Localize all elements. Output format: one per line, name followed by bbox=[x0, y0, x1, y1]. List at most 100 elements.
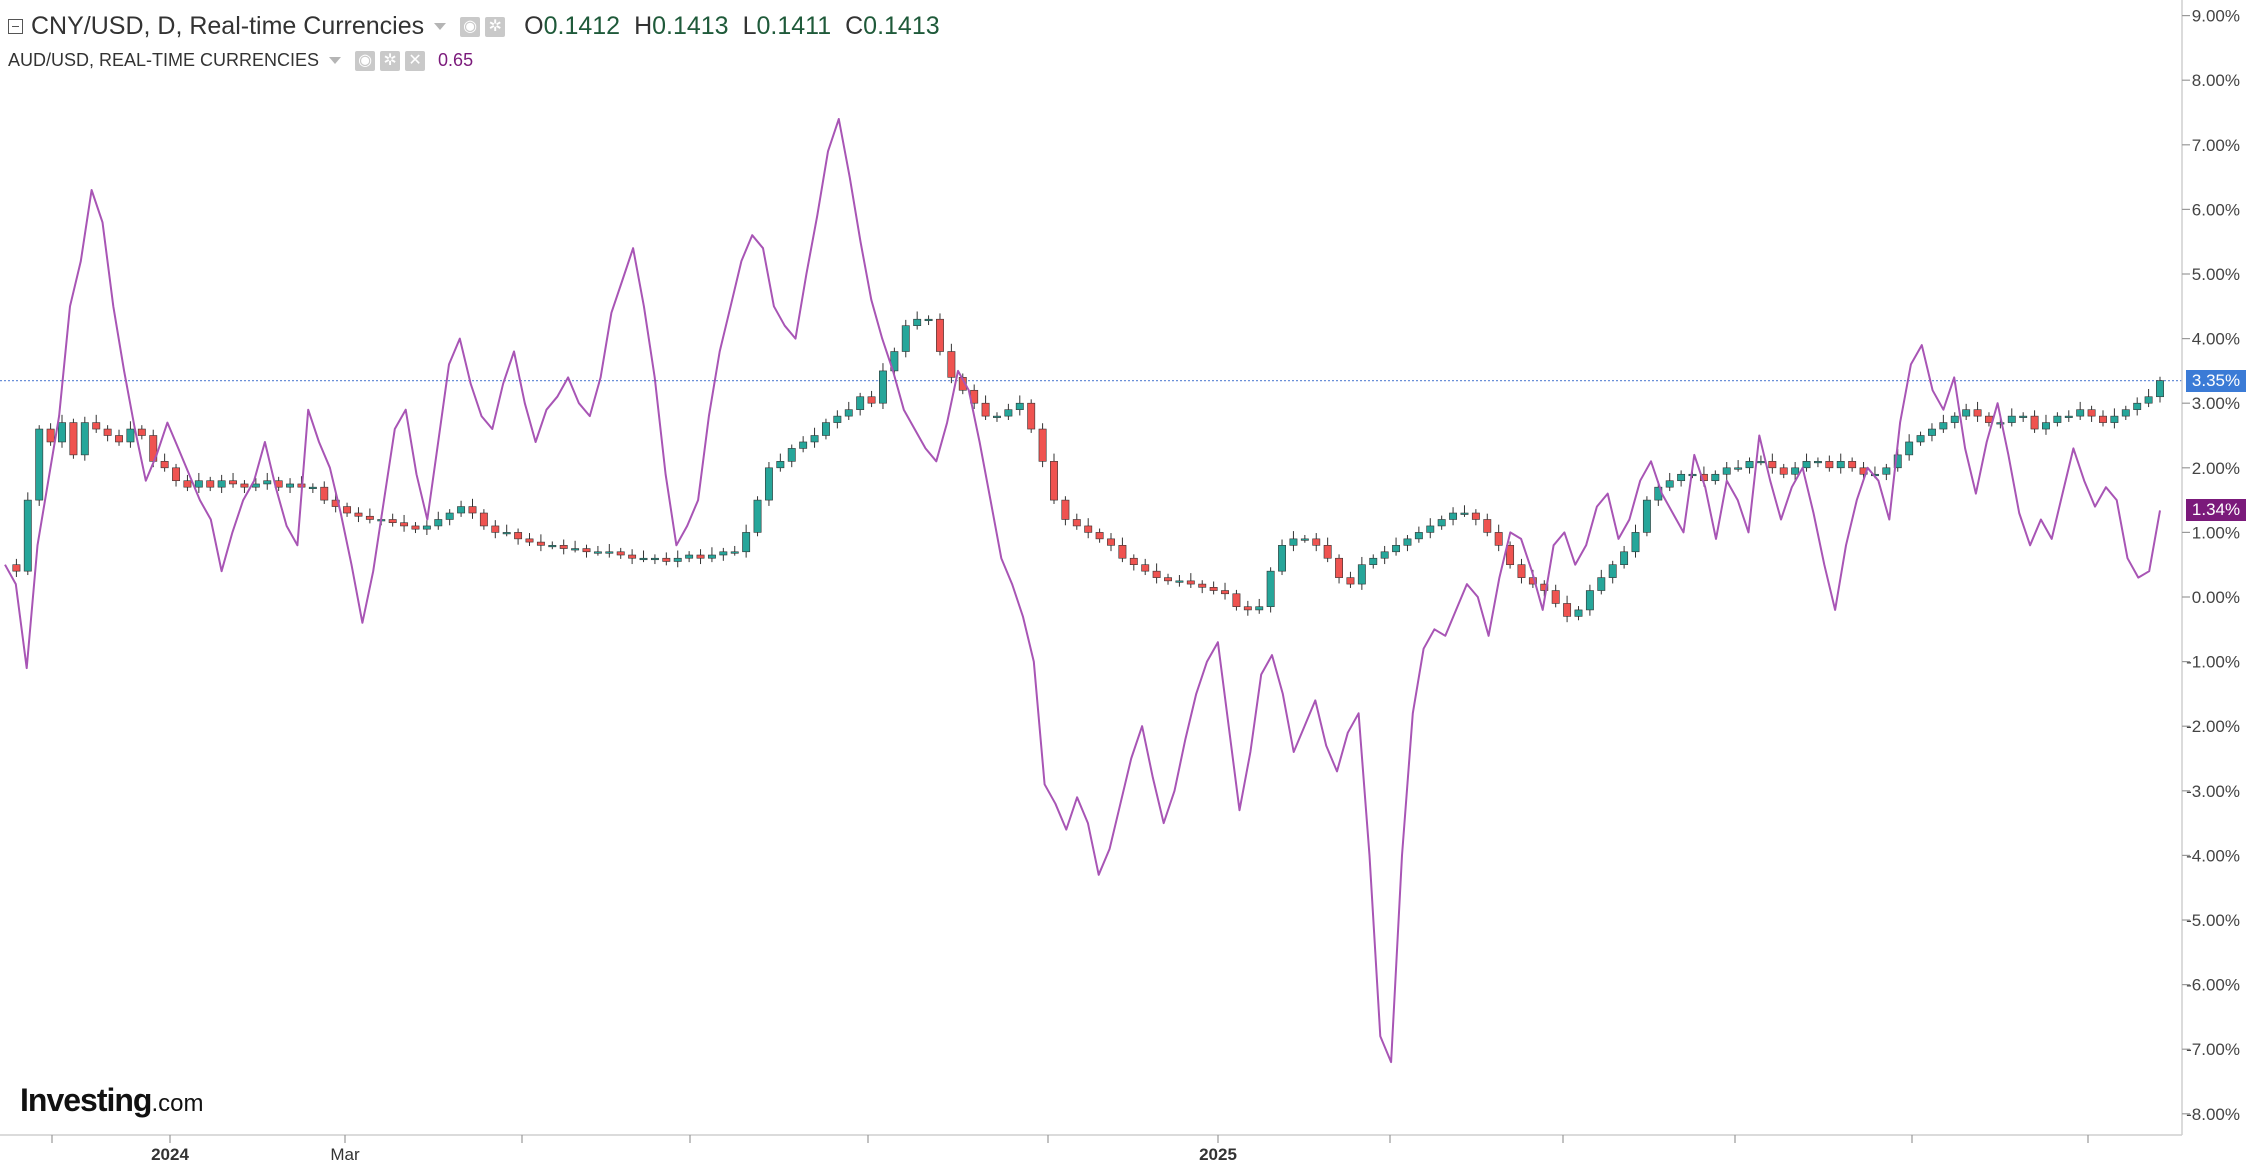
candle-body bbox=[1129, 557, 1138, 565]
comparison-series-legend: AUD/USD, REAL-TIME CURRENCIES ◉ ✲ ✕ 0.65 bbox=[8, 50, 473, 71]
candle-body bbox=[742, 532, 751, 553]
y-tick-label: -4.00% bbox=[2186, 846, 2240, 865]
candle-body bbox=[685, 554, 694, 559]
candle-body bbox=[1186, 580, 1195, 585]
candle-body bbox=[445, 512, 454, 520]
candle-body bbox=[1813, 461, 1822, 464]
y-axis[interactable]: 9.00% 8.00% 7.00% 6.00% 5.00% 4.00% 3.00% 2.00%… bbox=[2182, 7, 2240, 1124]
candle-body bbox=[1380, 551, 1389, 559]
candle-body bbox=[1038, 428, 1047, 462]
candle-body bbox=[810, 435, 819, 443]
eye-icon[interactable]: ◉ bbox=[355, 50, 376, 71]
candle-body bbox=[936, 318, 944, 352]
candle-body bbox=[2144, 396, 2153, 404]
candle-body bbox=[2030, 415, 2039, 430]
gear-icon[interactable]: ✲ bbox=[380, 50, 401, 71]
candle-body bbox=[1243, 606, 1252, 611]
candle-body bbox=[468, 506, 477, 514]
y-tick-label: 3.00% bbox=[2192, 394, 2240, 413]
main-series-title[interactable]: CNY/USD, D, Real-time Currencies bbox=[31, 12, 425, 40]
close-icon[interactable]: ✕ bbox=[405, 50, 426, 71]
candle-body bbox=[958, 377, 967, 391]
y-tick-label: 2.00% bbox=[2192, 459, 2240, 478]
candle-body bbox=[1711, 473, 1720, 482]
dropdown-caret-icon[interactable] bbox=[329, 57, 342, 64]
candle-body bbox=[1015, 402, 1024, 410]
close-value: 0.1413 bbox=[863, 12, 940, 40]
candle-body bbox=[1414, 532, 1423, 540]
candle-body bbox=[160, 461, 169, 469]
candle-body bbox=[434, 519, 443, 527]
candle-body bbox=[194, 480, 203, 488]
candle-body bbox=[320, 486, 329, 501]
y-tick-label: 8.00% bbox=[2192, 71, 2240, 90]
candle-body bbox=[913, 318, 922, 326]
candle-body bbox=[1916, 435, 1925, 443]
candle-body bbox=[787, 448, 796, 462]
candle-body bbox=[69, 422, 78, 456]
y-tick-label: -6.00% bbox=[2186, 976, 2240, 995]
candle-body bbox=[2099, 415, 2107, 423]
candle-body bbox=[981, 402, 990, 417]
candle-body bbox=[924, 318, 933, 322]
candle-body bbox=[1836, 461, 1845, 469]
candle-body bbox=[1791, 467, 1800, 475]
candle-body bbox=[1631, 532, 1640, 553]
candle-body bbox=[103, 428, 112, 436]
candle-body bbox=[365, 515, 374, 520]
candle-body bbox=[1403, 538, 1412, 546]
candle-body bbox=[1882, 467, 1891, 475]
candle-body bbox=[92, 422, 101, 430]
candle-body bbox=[23, 499, 32, 572]
candle-body bbox=[400, 522, 409, 527]
candle-body bbox=[730, 551, 739, 554]
candle-body bbox=[582, 548, 591, 553]
candle-body bbox=[571, 548, 580, 551]
candle-body bbox=[879, 370, 887, 404]
candle-body bbox=[1928, 428, 1936, 436]
candle-body bbox=[593, 551, 602, 554]
candle-body bbox=[1164, 577, 1172, 582]
candle-body bbox=[308, 486, 317, 489]
candle-body bbox=[2133, 402, 2142, 410]
eye-icon[interactable]: ◉ bbox=[460, 16, 481, 37]
candle-body bbox=[616, 551, 625, 556]
candle-body bbox=[1905, 441, 1914, 456]
close-label: C bbox=[845, 12, 864, 40]
candle-body bbox=[1506, 545, 1515, 566]
candle-body bbox=[696, 554, 705, 559]
candle-body bbox=[1517, 564, 1526, 578]
y-tick-label: -7.00% bbox=[2186, 1040, 2240, 1059]
collapse-icon[interactable] bbox=[8, 19, 23, 34]
candle-body bbox=[251, 483, 260, 488]
candle-body bbox=[1996, 422, 2005, 425]
candle-body bbox=[217, 480, 226, 488]
candle-body bbox=[833, 415, 842, 423]
candle-body bbox=[1426, 525, 1435, 533]
candle-body bbox=[1118, 545, 1127, 559]
aud-usd-line bbox=[4, 118, 2161, 1064]
high-value: 0.1413 bbox=[652, 12, 729, 40]
candle-body bbox=[639, 557, 648, 561]
candle-body bbox=[1734, 467, 1743, 470]
candle-body bbox=[502, 532, 511, 535]
candle-body bbox=[2076, 409, 2085, 417]
y-tick-label: 6.00% bbox=[2192, 200, 2240, 219]
candle-body bbox=[1722, 467, 1731, 475]
candle-body bbox=[947, 351, 956, 378]
candle-body bbox=[1768, 461, 1777, 469]
candle-body bbox=[126, 428, 135, 443]
candle-body bbox=[2007, 415, 2016, 423]
candle-body bbox=[1494, 532, 1503, 546]
candle-body bbox=[479, 512, 488, 527]
dropdown-caret-icon[interactable] bbox=[434, 23, 447, 30]
candle-body bbox=[764, 467, 773, 501]
y-tick-label: -8.00% bbox=[2186, 1105, 2240, 1124]
candle-body bbox=[901, 325, 910, 352]
comparison-series-title[interactable]: AUD/USD, REAL-TIME CURRENCIES bbox=[8, 50, 320, 70]
gear-icon[interactable]: ✲ bbox=[485, 16, 506, 37]
main-series-legend: CNY/USD, D, Real-time Currencies ◉ ✲ O 0.… bbox=[8, 12, 940, 41]
candle-body bbox=[1198, 583, 1207, 588]
x-axis[interactable]: 2024 Mar 2025 bbox=[51, 1135, 2089, 1164]
